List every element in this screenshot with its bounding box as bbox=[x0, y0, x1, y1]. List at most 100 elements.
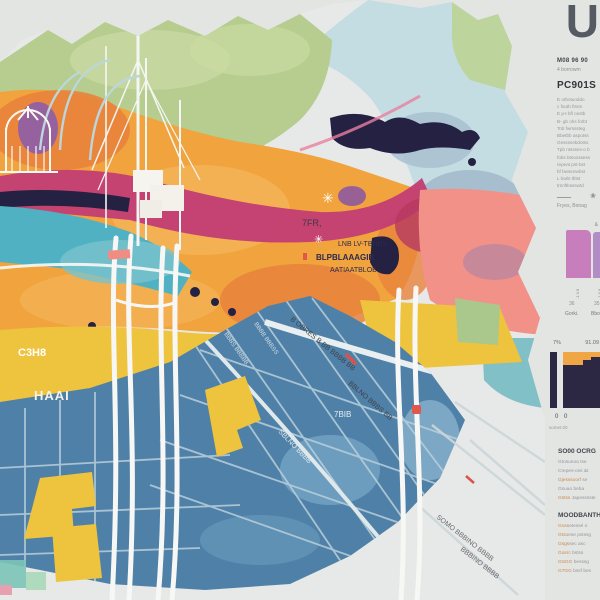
para-line: Gessssebdotss bbox=[557, 140, 589, 146]
para-line: c fouth ftrsm bbox=[557, 104, 583, 110]
marker-red-dash bbox=[344, 352, 358, 366]
chart2-bar-left bbox=[550, 352, 557, 408]
highways bbox=[109, 233, 423, 600]
sidebar-section2-heading: SO00 OCRG bbox=[558, 448, 596, 455]
caption-rule bbox=[557, 197, 571, 198]
list-text: Gsuao beba bbox=[558, 487, 585, 492]
block-teal-corner bbox=[0, 560, 26, 588]
asterisk-icon: ✳ bbox=[322, 190, 334, 206]
list-text: sec asc bbox=[569, 542, 586, 547]
list-item: Gosrc bstss bbox=[558, 549, 591, 558]
region-lavender bbox=[463, 244, 527, 280]
para-line: L bwbt tfttst bbox=[557, 176, 581, 182]
region-green-mid bbox=[455, 298, 500, 345]
region-green-topright bbox=[451, 2, 512, 90]
sidebar-stats-line: M08 96 90 bbox=[557, 58, 589, 64]
region-green-light2 bbox=[190, 24, 310, 76]
flower-icon: ❀ bbox=[590, 193, 596, 200]
map-label: LNB LV-TBNBS bbox=[338, 241, 387, 248]
list-text: bssf bes bbox=[571, 569, 592, 574]
map-label: 7BIB bbox=[334, 410, 351, 419]
chart2-right-label: 91.09 bbox=[585, 340, 599, 346]
para-line: Bbetbb aspotss bbox=[557, 133, 589, 139]
chart1-cat-2: Bbono bbox=[591, 311, 600, 317]
chart1-corner-label: & bbox=[594, 222, 598, 228]
chart2-navy-seg bbox=[583, 360, 591, 408]
list-text: ese pstssg bbox=[568, 533, 592, 538]
chart2-footnote: somet.00 bbox=[549, 425, 568, 430]
para-line: Tob fwrsssteg bbox=[557, 125, 586, 131]
navy-dot bbox=[190, 287, 200, 297]
list-item: Gjesssoorf se bbox=[558, 476, 596, 485]
list-item: Gtsoese pstssg bbox=[558, 531, 591, 540]
marker-red-dash2 bbox=[465, 475, 475, 484]
region-magenta bbox=[0, 169, 432, 243]
chart1-bar-2 bbox=[593, 232, 600, 278]
navy-dot bbox=[468, 158, 476, 166]
mast-structure bbox=[91, 34, 201, 250]
list-text: bstss bbox=[570, 551, 584, 556]
block-yellow bbox=[24, 472, 96, 539]
list-lead: Gtso bbox=[558, 533, 569, 538]
chart2-navy-seg bbox=[563, 365, 574, 408]
map-label: HAAI bbox=[34, 388, 70, 403]
map-label: C3H8 bbox=[18, 347, 46, 359]
tree-arcs bbox=[38, 58, 141, 161]
list-text: besssg bbox=[572, 560, 589, 565]
para-line: Tpb ntssses-o b bbox=[557, 147, 590, 153]
list-text: Crepes-oss &t bbox=[558, 469, 589, 474]
chart2-col bbox=[563, 352, 574, 408]
list-item: Crepes-oss &t bbox=[558, 467, 596, 476]
city-light-patch bbox=[200, 515, 320, 565]
faint-streets bbox=[417, 400, 545, 596]
chart2-orange-seg bbox=[574, 352, 583, 365]
list-lead: G7GG bbox=[558, 569, 572, 574]
map-label: 7FR, bbox=[302, 218, 322, 228]
list-item: Gossetessé o bbox=[558, 522, 591, 531]
list-lead: GSGG bbox=[558, 560, 573, 565]
sidebar-section3-heading: MOODBANTHE bbox=[558, 512, 600, 519]
chart1-rot-label-1: -1 0 8 bbox=[575, 288, 580, 299]
asterisk-icon: ✳ bbox=[314, 234, 323, 246]
building-cluster bbox=[133, 170, 184, 218]
block-green-corner bbox=[26, 572, 46, 590]
list-text: se bbox=[580, 478, 588, 483]
para-line: E p-t bfl oostb bbox=[557, 111, 586, 117]
silhouette-navy-mid bbox=[370, 236, 399, 275]
list-lead: Goss bbox=[558, 524, 570, 529]
map-label: AATIAATBLOB bbox=[330, 267, 377, 274]
chart2-orange-seg bbox=[583, 352, 591, 360]
marker-red-square bbox=[412, 405, 421, 414]
chart2-orange-seg bbox=[563, 352, 574, 365]
sidebar-sub-line: 4 borrowm bbox=[557, 67, 581, 73]
block-yellow bbox=[52, 524, 102, 582]
chart2-col bbox=[583, 352, 591, 408]
chart1-tick-2: 35 bbox=[594, 301, 600, 307]
list-lead: Gosrc bbox=[558, 551, 571, 556]
marker-pink-rect bbox=[107, 249, 131, 260]
chart2-navy-seg bbox=[591, 357, 600, 408]
list-item: Gsgssec asc bbox=[558, 540, 591, 549]
road-white bbox=[0, 262, 191, 278]
sidebar-list2: Gossetessé o Gtsoese pstssg Gsgssec asc … bbox=[558, 522, 591, 576]
blob-purple-corner2 bbox=[28, 18, 36, 26]
chart1-cat-1: Gorki. bbox=[565, 311, 579, 317]
para-line: E orbotuoddo bbox=[557, 97, 585, 102]
region-teal-light bbox=[60, 240, 180, 284]
list-item: G7GG bssf bes bbox=[558, 567, 591, 576]
para-line: trsnftbssswtd bbox=[557, 183, 584, 189]
silhouette-navy-left bbox=[0, 190, 130, 212]
sidebar-list1: Gtosunoa tse Crepes-oss &t Gjesssoorf se… bbox=[558, 458, 596, 503]
navy-dot bbox=[228, 308, 236, 316]
chart1-tick-1: 36 bbox=[569, 301, 575, 307]
chart2-col bbox=[574, 352, 583, 408]
blob-purple-corner bbox=[10, 8, 22, 20]
sidebar-section1-heading: PC901S bbox=[557, 80, 597, 91]
region-purple2 bbox=[338, 186, 366, 206]
list-item: GSGG besssg bbox=[558, 558, 591, 567]
chart1 bbox=[566, 230, 600, 278]
list-lead: Gjesssoorf bbox=[558, 478, 581, 483]
chart2-col bbox=[591, 352, 600, 408]
map-label: BLPBLAAAGIB bbox=[316, 253, 374, 262]
